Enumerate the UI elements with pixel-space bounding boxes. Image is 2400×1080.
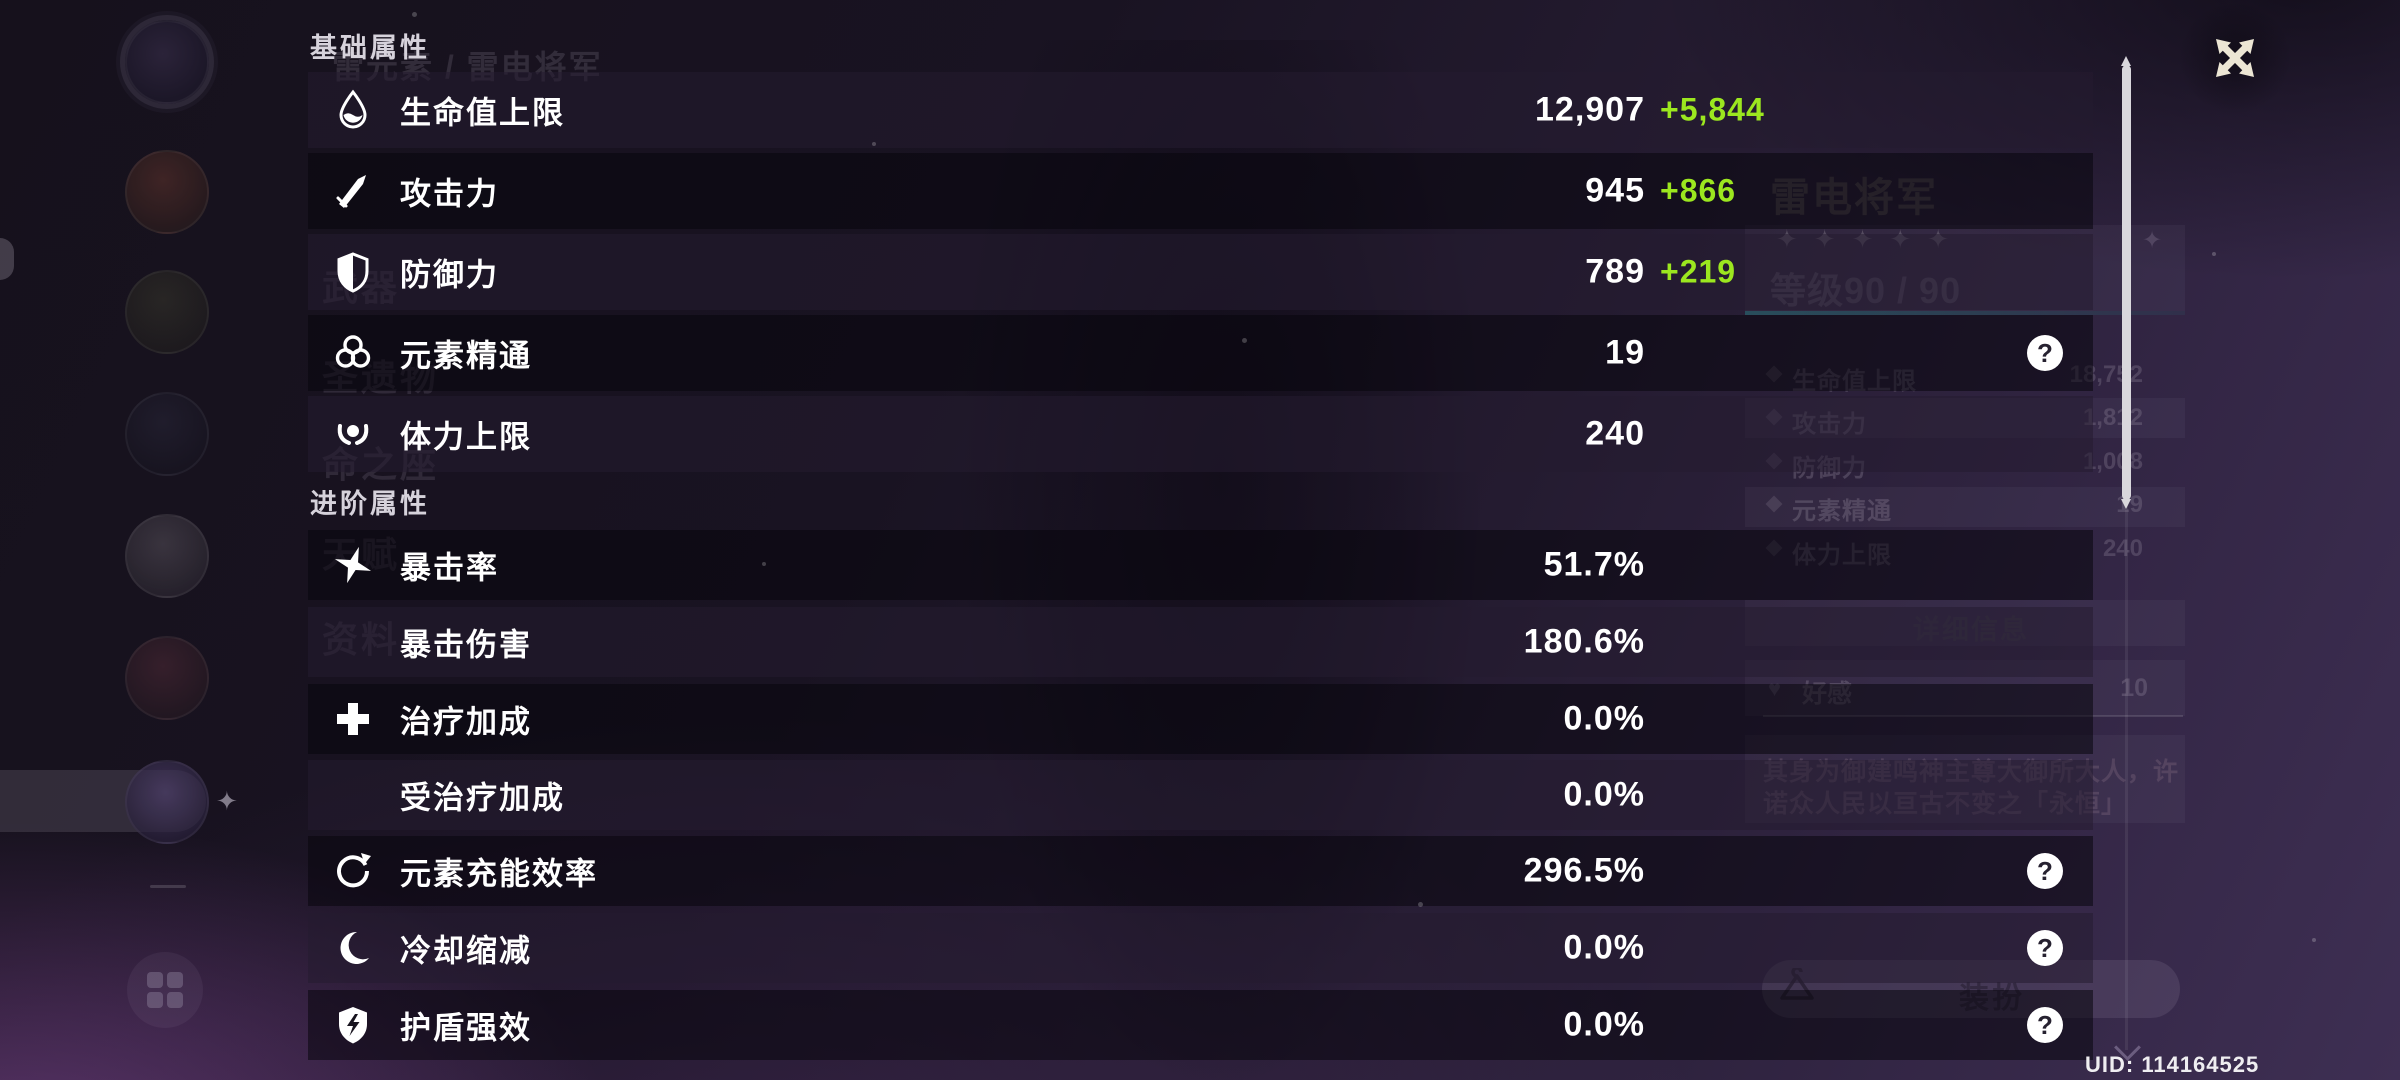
- scrollbar-thumb[interactable]: [2121, 56, 2131, 509]
- stat-row: 生命值上限 12,907 +5,844: [308, 72, 2093, 148]
- stat-value: 296.5%: [1523, 851, 1645, 890]
- uid-label: UID: 114164525: [2085, 1052, 2260, 1077]
- bg-stat-value: 240: [2102, 535, 2143, 562]
- stat-label: 冷却缩减: [400, 933, 532, 969]
- party-sidebar: ✦: [0, 0, 240, 1080]
- team-grid-button[interactable]: [127, 952, 203, 1028]
- crit-rate-icon: [332, 544, 374, 586]
- stat-value: 180.6%: [1523, 622, 1645, 661]
- stat-label: 攻击力: [400, 176, 499, 212]
- stat-label: 受治疗加成: [400, 780, 565, 816]
- bg-stat-label: 元素精通: [1792, 498, 1892, 525]
- bg-stat-row: 元素精通 19: [1765, 491, 2148, 525]
- stat-label: 暴击伤害: [400, 627, 532, 663]
- stamina-icon: [332, 413, 374, 455]
- close-button[interactable]: [2211, 34, 2259, 82]
- hp-drop-icon: [332, 89, 374, 131]
- bg-em-icon: [1765, 495, 1783, 513]
- sparkle-dot: [412, 12, 417, 17]
- stat-row: 冷却缩减 0.0% ?: [308, 913, 2093, 983]
- character-avatar-active-emblem[interactable]: [125, 20, 209, 104]
- stat-row: 暴击率 51.7%: [308, 530, 2093, 600]
- elemental-mastery-icon: [332, 332, 374, 374]
- sparkle-dot: [872, 142, 876, 146]
- sparkle-dot: [2212, 252, 2216, 256]
- stat-bonus: +5,844: [1660, 91, 1765, 128]
- stat-row: 暴击伤害 180.6%: [308, 607, 2093, 677]
- sparkle-dot: [2312, 938, 2316, 942]
- character-avatar[interactable]: [125, 270, 209, 354]
- stat-bonus: +866: [1660, 172, 1737, 209]
- stat-value: 19: [1605, 333, 1645, 372]
- character-avatar[interactable]: [125, 392, 209, 476]
- stat-row: 攻击力 945 +866: [308, 153, 2093, 229]
- friendship-value: 10: [2120, 674, 2148, 702]
- stat-label: 暴击率: [400, 550, 499, 586]
- sparkle-dot: [1418, 902, 1423, 907]
- section-title-advanced: 进阶属性: [310, 489, 430, 519]
- stat-value: 945: [1585, 171, 1645, 210]
- scrollbar-track: [2125, 60, 2128, 1050]
- stat-row: 受治疗加成 0.0%: [308, 760, 2093, 830]
- stat-value: 0.0%: [1563, 1005, 1645, 1044]
- stat-label: 防御力: [400, 257, 499, 293]
- stat-row: 防御力 789 +219: [308, 234, 2093, 310]
- stat-label: 生命值上限: [400, 95, 565, 131]
- stat-row: 治疗加成 0.0%: [308, 684, 2093, 754]
- stat-row: 护盾强效 0.0% ?: [308, 990, 2093, 1060]
- stat-row: 体力上限 240: [308, 396, 2093, 472]
- sidebar-scroll-dash: [150, 885, 186, 888]
- cooldown-moon-icon: [332, 927, 374, 969]
- sparkle-icon: ✦: [2142, 227, 2163, 254]
- section-title-basic: 基础属性: [310, 33, 430, 63]
- sword-icon: [332, 170, 374, 212]
- energy-recharge-icon: [332, 850, 374, 892]
- stat-value: 789: [1585, 252, 1645, 291]
- stat-label: 治疗加成: [400, 704, 532, 740]
- stat-label: 护盾强效: [400, 1010, 532, 1046]
- shield-icon: [332, 251, 374, 293]
- stat-label: 元素充能效率: [400, 856, 598, 892]
- help-button[interactable]: ?: [2027, 853, 2063, 889]
- character-avatar[interactable]: [125, 514, 209, 598]
- stat-bonus: +219: [1660, 253, 1737, 290]
- stat-label: 体力上限: [400, 419, 532, 455]
- help-button[interactable]: ?: [2027, 1007, 2063, 1043]
- stat-value: 240: [1585, 414, 1645, 453]
- help-button[interactable]: ?: [2027, 930, 2063, 966]
- help-button[interactable]: ?: [2027, 335, 2063, 371]
- stat-label: 元素精通: [400, 338, 532, 374]
- shield-strength-icon: [332, 1004, 374, 1046]
- grid-icon: [145, 970, 185, 1015]
- stat-value: 0.0%: [1563, 775, 1645, 814]
- character-avatar[interactable]: [125, 636, 209, 720]
- close-icon: [2211, 39, 2259, 86]
- stat-value: 12,907: [1535, 90, 1645, 129]
- stat-row: 元素精通 19 ?: [308, 315, 2093, 391]
- stat-value: 0.0%: [1563, 928, 1645, 967]
- stat-value: 51.7%: [1543, 545, 1645, 584]
- sparkle-dot: [1242, 338, 1247, 343]
- sparkle-icon: ✦: [216, 786, 238, 816]
- bg-level-divider: [1745, 311, 2185, 315]
- healing-plus-icon: [332, 698, 374, 740]
- collapse-handle[interactable]: [0, 238, 14, 280]
- character-avatar[interactable]: [125, 150, 209, 234]
- stat-row: 元素充能效率 296.5% ?: [308, 836, 2093, 906]
- bg-band: [1745, 487, 2185, 527]
- sparkle-dot: [762, 562, 766, 566]
- stat-value: 0.0%: [1563, 699, 1645, 738]
- character-avatar-selected[interactable]: [125, 760, 209, 844]
